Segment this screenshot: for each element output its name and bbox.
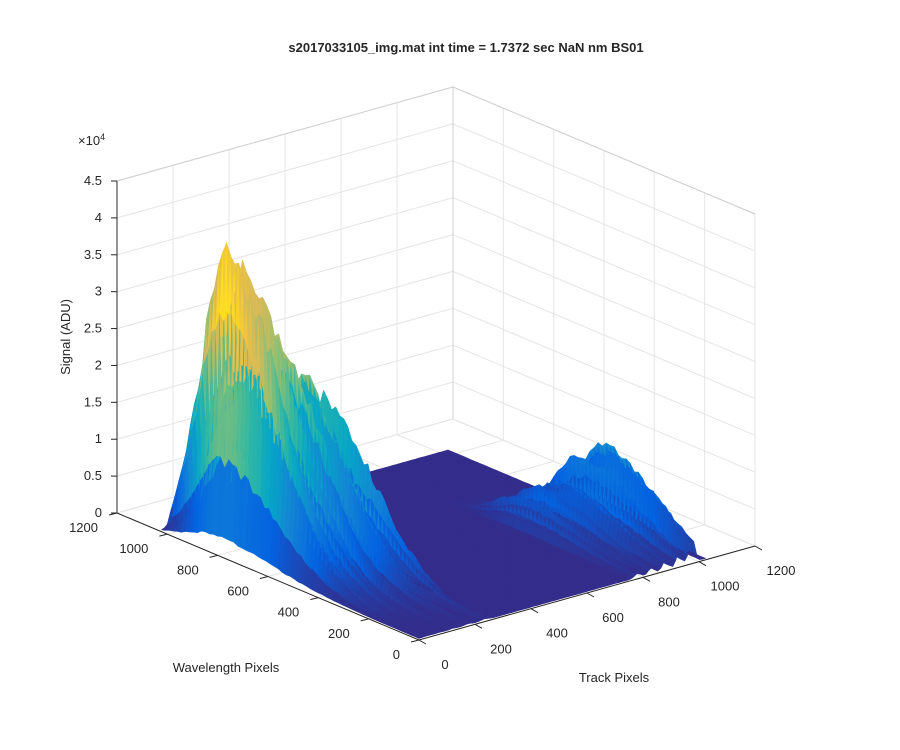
right-wall-grid-line (452, 234, 756, 363)
right-wall-grid-line (452, 344, 756, 473)
box-edge (452, 86, 756, 215)
back-wall-grid-line (116, 234, 454, 330)
back-wall-grid-line (116, 160, 454, 256)
right-wall-grid-line (452, 307, 756, 436)
chart-title: s2017033105_img.mat int time = 1.7372 se… (288, 40, 643, 55)
back-wall-grid-line (116, 123, 454, 219)
right-wall-grid-line (452, 270, 756, 399)
back-wall-grid-line (116, 270, 454, 366)
surface-plot (160, 242, 707, 639)
back-wall-grid-line (116, 197, 454, 293)
right-wall-grid-line (452, 160, 756, 289)
right-wall-grid-line (452, 123, 756, 252)
box-edge (116, 86, 454, 182)
right-wall-grid-line (452, 197, 756, 326)
